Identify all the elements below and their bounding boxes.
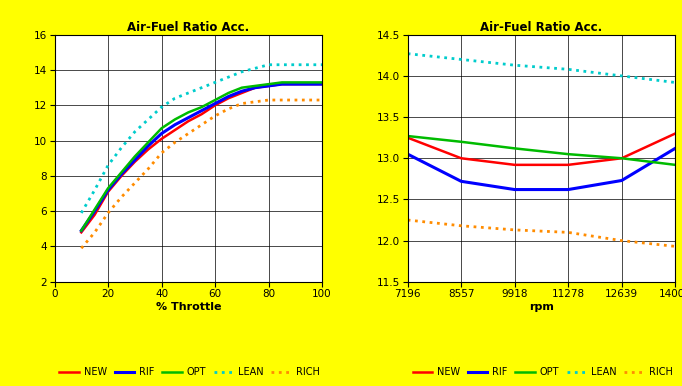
X-axis label: % Throttle: % Throttle bbox=[155, 302, 221, 312]
Title: Air-Fuel Ratio Acc.: Air-Fuel Ratio Acc. bbox=[480, 20, 603, 34]
X-axis label: rpm: rpm bbox=[529, 302, 554, 312]
Legend: NEW, RIF, OPT, LEAN, RICH: NEW, RIF, OPT, LEAN, RICH bbox=[413, 367, 672, 377]
Legend: NEW, RIF, OPT, LEAN, RICH: NEW, RIF, OPT, LEAN, RICH bbox=[59, 367, 320, 377]
Title: Air-Fuel Ratio Acc.: Air-Fuel Ratio Acc. bbox=[127, 20, 250, 34]
